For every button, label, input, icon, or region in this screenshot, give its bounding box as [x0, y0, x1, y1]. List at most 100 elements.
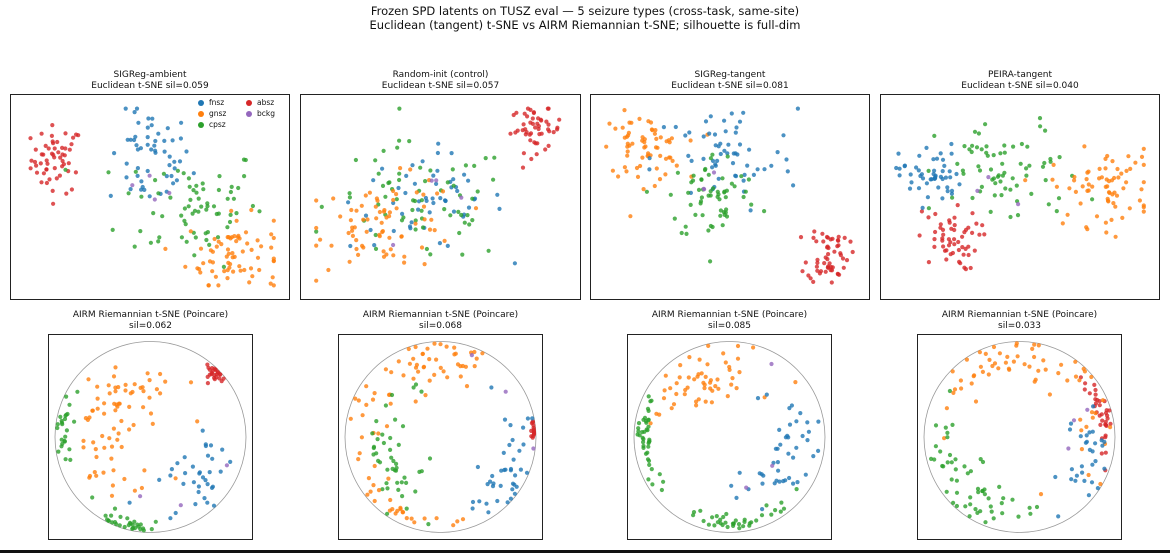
point-fnsz — [477, 499, 482, 504]
point-absz — [508, 131, 513, 136]
point-absz — [50, 188, 55, 193]
point-bckg — [1085, 407, 1090, 412]
point-gnsz — [388, 401, 393, 406]
point-gnsz — [350, 228, 355, 233]
point-gnsz — [364, 384, 369, 389]
point-absz — [814, 264, 819, 269]
point-cpsz — [945, 430, 950, 435]
scatter-plot — [54, 341, 247, 533]
point-fnsz — [777, 427, 782, 432]
point-gnsz — [973, 399, 979, 404]
point-cpsz — [393, 468, 399, 473]
point-gnsz — [197, 267, 202, 272]
point-absz — [932, 237, 937, 242]
point-gnsz — [671, 402, 677, 407]
point-cpsz — [413, 489, 418, 494]
point-fnsz — [404, 173, 409, 178]
point-gnsz — [198, 270, 203, 275]
point-absz — [844, 258, 850, 263]
point-fnsz — [1069, 477, 1074, 482]
point-fnsz — [791, 183, 796, 188]
point-absz — [205, 362, 210, 367]
point-gnsz — [348, 416, 353, 421]
point-cpsz — [63, 434, 68, 439]
panel-airm-sigreg-ambient: AIRM Riemannian t-SNE (Poincare) sil=0.0… — [48, 310, 253, 540]
point-fnsz — [811, 454, 816, 459]
point-absz — [836, 243, 841, 248]
panel-sigreg-tangent: SIGReg-tangent Euclidean t-SNE sil=0.081 — [590, 70, 870, 300]
point-gnsz — [1111, 201, 1116, 206]
point-cpsz — [118, 514, 123, 519]
point-cpsz — [1015, 213, 1021, 218]
point-cpsz — [968, 502, 973, 507]
point-gnsz — [365, 492, 370, 497]
point-cpsz — [980, 459, 986, 465]
point-cpsz — [991, 516, 996, 521]
point-absz — [39, 152, 44, 157]
point-gnsz — [674, 391, 679, 397]
point-absz — [214, 375, 219, 380]
point-absz — [826, 265, 831, 270]
point-fnsz — [491, 481, 496, 486]
point-gnsz — [1124, 180, 1129, 185]
scatter-plot — [344, 341, 537, 533]
point-cpsz — [933, 444, 938, 449]
point-gnsz — [455, 519, 460, 524]
point-gnsz — [952, 387, 958, 392]
point-cpsz — [153, 178, 158, 183]
point-fnsz — [416, 207, 421, 212]
point-gnsz — [250, 274, 255, 279]
panel-random-init: Random-init (control) Euclidean t-SNE si… — [300, 70, 581, 300]
point-cpsz — [1027, 505, 1032, 510]
panel-subtitle: sil=0.033 — [998, 321, 1041, 331]
point-gnsz — [663, 156, 669, 161]
point-gnsz — [625, 144, 630, 149]
point-gnsz — [716, 386, 721, 391]
point-fnsz — [508, 423, 513, 428]
point-gnsz — [730, 376, 735, 381]
point-fnsz — [152, 143, 157, 148]
point-fnsz — [153, 148, 158, 153]
point-fnsz — [498, 483, 503, 488]
point-fnsz — [371, 178, 376, 183]
point-cpsz — [722, 189, 727, 194]
point-cpsz — [985, 153, 990, 158]
point-fnsz — [791, 481, 796, 486]
point-cpsz — [1037, 116, 1043, 121]
point-gnsz — [686, 375, 691, 380]
point-cpsz — [138, 229, 143, 234]
point-gnsz — [270, 275, 275, 280]
point-gnsz — [1141, 180, 1146, 185]
point-cpsz — [702, 167, 708, 173]
point-fnsz — [748, 208, 753, 213]
point-gnsz — [123, 388, 128, 393]
point-cpsz — [650, 482, 655, 487]
point-cpsz — [385, 511, 390, 516]
point-absz — [825, 244, 830, 249]
point-gnsz — [422, 516, 427, 521]
point-absz — [850, 249, 855, 255]
point-fnsz — [940, 169, 945, 174]
point-absz — [1097, 403, 1102, 408]
point-gnsz — [959, 386, 964, 391]
point-cpsz — [659, 487, 664, 493]
point-gnsz — [123, 382, 128, 387]
point-fnsz — [894, 165, 899, 171]
point-cpsz — [229, 184, 234, 189]
point-fnsz — [1089, 480, 1095, 485]
point-gnsz — [359, 435, 364, 440]
point-gnsz — [259, 244, 264, 249]
point-fnsz — [742, 172, 747, 177]
point-absz — [546, 106, 551, 111]
point-cpsz — [192, 208, 198, 213]
point-cpsz — [646, 477, 651, 482]
point-gnsz — [365, 217, 370, 222]
point-cpsz — [397, 171, 402, 176]
point-fnsz — [931, 157, 936, 162]
point-bckg — [770, 463, 775, 468]
point-gnsz — [122, 476, 127, 482]
point-gnsz — [371, 483, 376, 488]
point-fnsz — [917, 153, 922, 158]
point-absz — [826, 252, 831, 257]
point-gnsz — [102, 401, 107, 406]
